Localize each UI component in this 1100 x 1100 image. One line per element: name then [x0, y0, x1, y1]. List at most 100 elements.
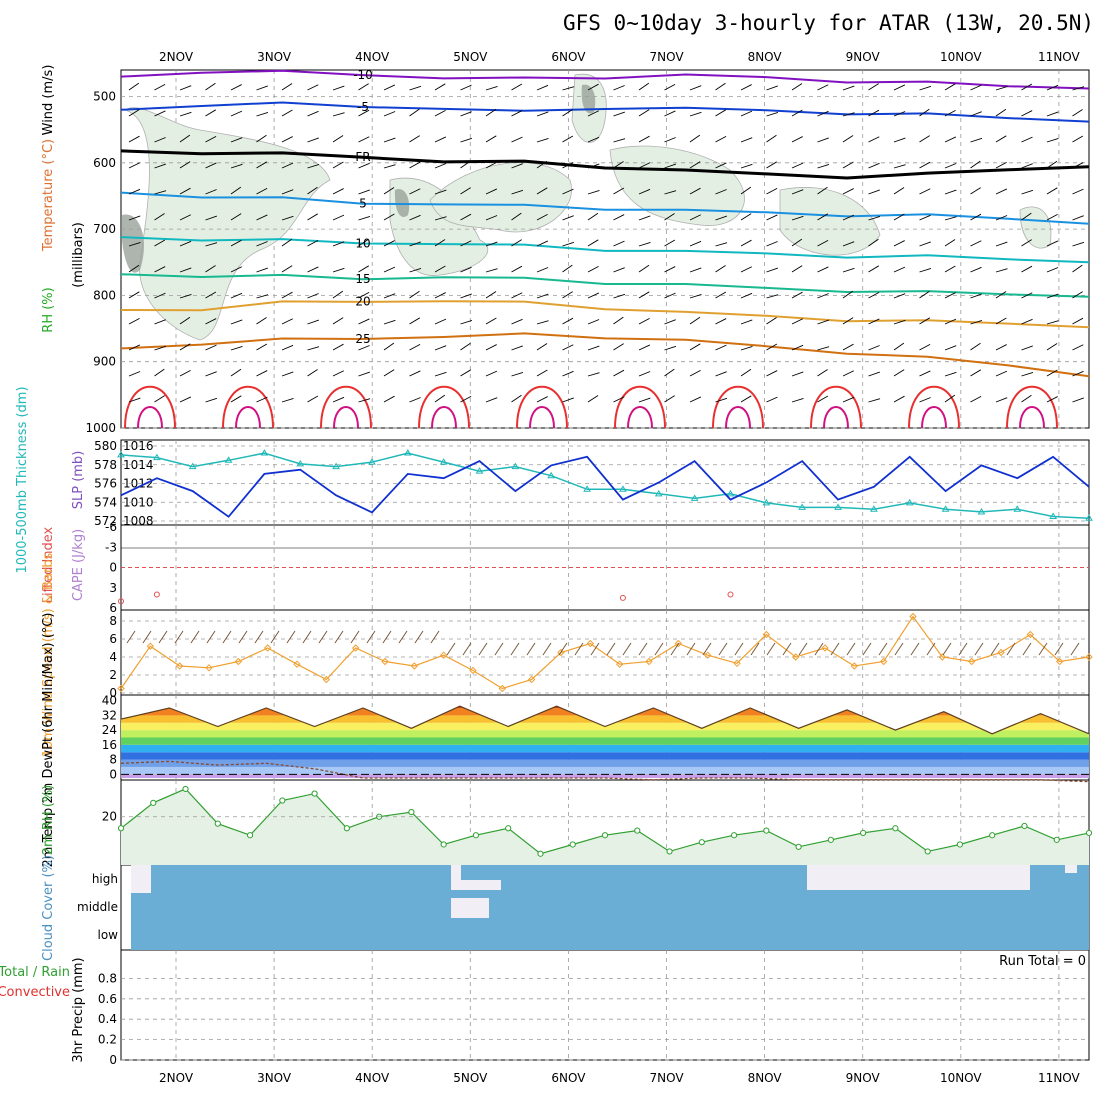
wind-barb	[791, 109, 803, 117]
wind-barb	[766, 214, 778, 221]
wind-barb	[766, 317, 777, 325]
wind-barb	[434, 216, 447, 221]
wind-barb	[689, 369, 701, 377]
thickness-point	[547, 471, 556, 479]
wind-barb	[485, 188, 498, 195]
slp-line	[120, 455, 1090, 518]
wind-barb	[1021, 239, 1032, 247]
wind-barb	[485, 344, 497, 351]
wind-barb-10m	[334, 630, 344, 644]
wind-barb-10m	[782, 642, 792, 656]
wind-barb	[1021, 265, 1033, 273]
warm-loop	[1006, 385, 1058, 429]
wind-barb	[154, 239, 166, 247]
wind-barb	[281, 265, 293, 273]
wind-barb	[587, 292, 600, 299]
wind-barb	[358, 371, 370, 377]
wind-barb	[128, 109, 140, 117]
wind-barb	[664, 83, 676, 91]
rh2m-point	[279, 797, 286, 804]
wind-barb	[842, 161, 854, 169]
wind-barb	[664, 137, 676, 143]
wind-barb-10m	[1038, 642, 1048, 656]
wind-barb	[511, 212, 522, 221]
wind-barb	[154, 266, 166, 273]
wind-barb	[409, 397, 421, 403]
pressure-tick-label: 800	[93, 288, 116, 302]
wind-barb	[587, 265, 599, 273]
rh2m-point	[698, 839, 705, 846]
wind-barb	[944, 371, 957, 377]
wind-barb	[562, 291, 573, 299]
wind-speed-point	[850, 662, 859, 670]
wind-barb-10m	[766, 642, 776, 656]
wind-barb	[332, 317, 344, 325]
wind-barb-10m	[542, 642, 552, 656]
wind-speed-point	[879, 657, 888, 666]
wind-barb	[562, 86, 575, 91]
wind-speed-point	[498, 684, 507, 693]
rh2m-point	[892, 825, 899, 832]
temp-band	[121, 766, 1089, 775]
wind-barb	[970, 266, 982, 273]
wind-barb	[970, 240, 982, 247]
wind-barb	[154, 213, 165, 221]
temp-tick-label: 0	[109, 767, 117, 781]
warm-loop	[222, 385, 274, 429]
wind-barb	[154, 395, 165, 403]
wind-barb	[307, 266, 319, 273]
wind-barb	[460, 266, 472, 273]
rh2m-point	[924, 848, 931, 855]
wind-barb	[511, 239, 522, 247]
wind-speed-point	[967, 657, 976, 666]
wind-barb	[766, 187, 778, 195]
isotherm-10	[120, 236, 1090, 264]
wind-speed-point	[557, 648, 565, 657]
date-tick-bottom: 8NOV	[748, 1071, 783, 1085]
wind-barb	[307, 293, 319, 299]
wind-barb	[868, 216, 881, 221]
temp-bands	[121, 706, 1089, 778]
wind-barb	[307, 369, 318, 377]
isotherm--5	[120, 101, 1090, 123]
wind-speed-point	[733, 659, 741, 668]
cloud-gap	[451, 865, 461, 890]
wind-barb	[179, 214, 191, 221]
wind-barb	[868, 136, 880, 143]
wind-barb	[995, 161, 1007, 169]
date-tick-top: 6NOV	[551, 50, 586, 64]
cloud-level-label: low	[98, 928, 119, 942]
wind-barb	[281, 318, 293, 325]
wind-barb	[791, 136, 803, 143]
pressure-tick-label: 900	[93, 355, 116, 369]
wind-barb	[205, 109, 217, 117]
wind-barb	[307, 319, 319, 325]
wind-barb	[970, 84, 982, 91]
li-tick-label: 6	[109, 601, 117, 615]
wind-barb	[128, 242, 141, 247]
wind-barb	[536, 160, 548, 169]
precip-tick-label: 0.4	[98, 1012, 117, 1026]
wind-barb-10m	[270, 630, 280, 644]
wind-barb	[791, 83, 803, 91]
date-tick-top: 10NOV	[940, 50, 982, 64]
rh2m-point	[827, 836, 834, 843]
wind-barb	[281, 398, 294, 403]
wind-barb	[817, 84, 829, 91]
temp2m-line	[120, 705, 1090, 735]
wind-barb	[154, 345, 167, 351]
wind-barb	[740, 186, 752, 195]
rh2m-point	[730, 832, 738, 839]
wind-barb	[893, 187, 905, 195]
precip-tick-label: 0.6	[98, 992, 117, 1006]
temp-band	[121, 752, 1089, 760]
thickness-point	[870, 505, 878, 512]
wind-barb	[562, 317, 574, 325]
wind-barb-10m	[446, 642, 456, 656]
wind-barb	[383, 84, 396, 91]
wind-barb	[715, 344, 727, 351]
wind-barb	[638, 215, 651, 221]
wind-barb-10m	[174, 630, 184, 644]
wind-barb	[179, 267, 192, 273]
wind-barb	[1046, 343, 1058, 351]
